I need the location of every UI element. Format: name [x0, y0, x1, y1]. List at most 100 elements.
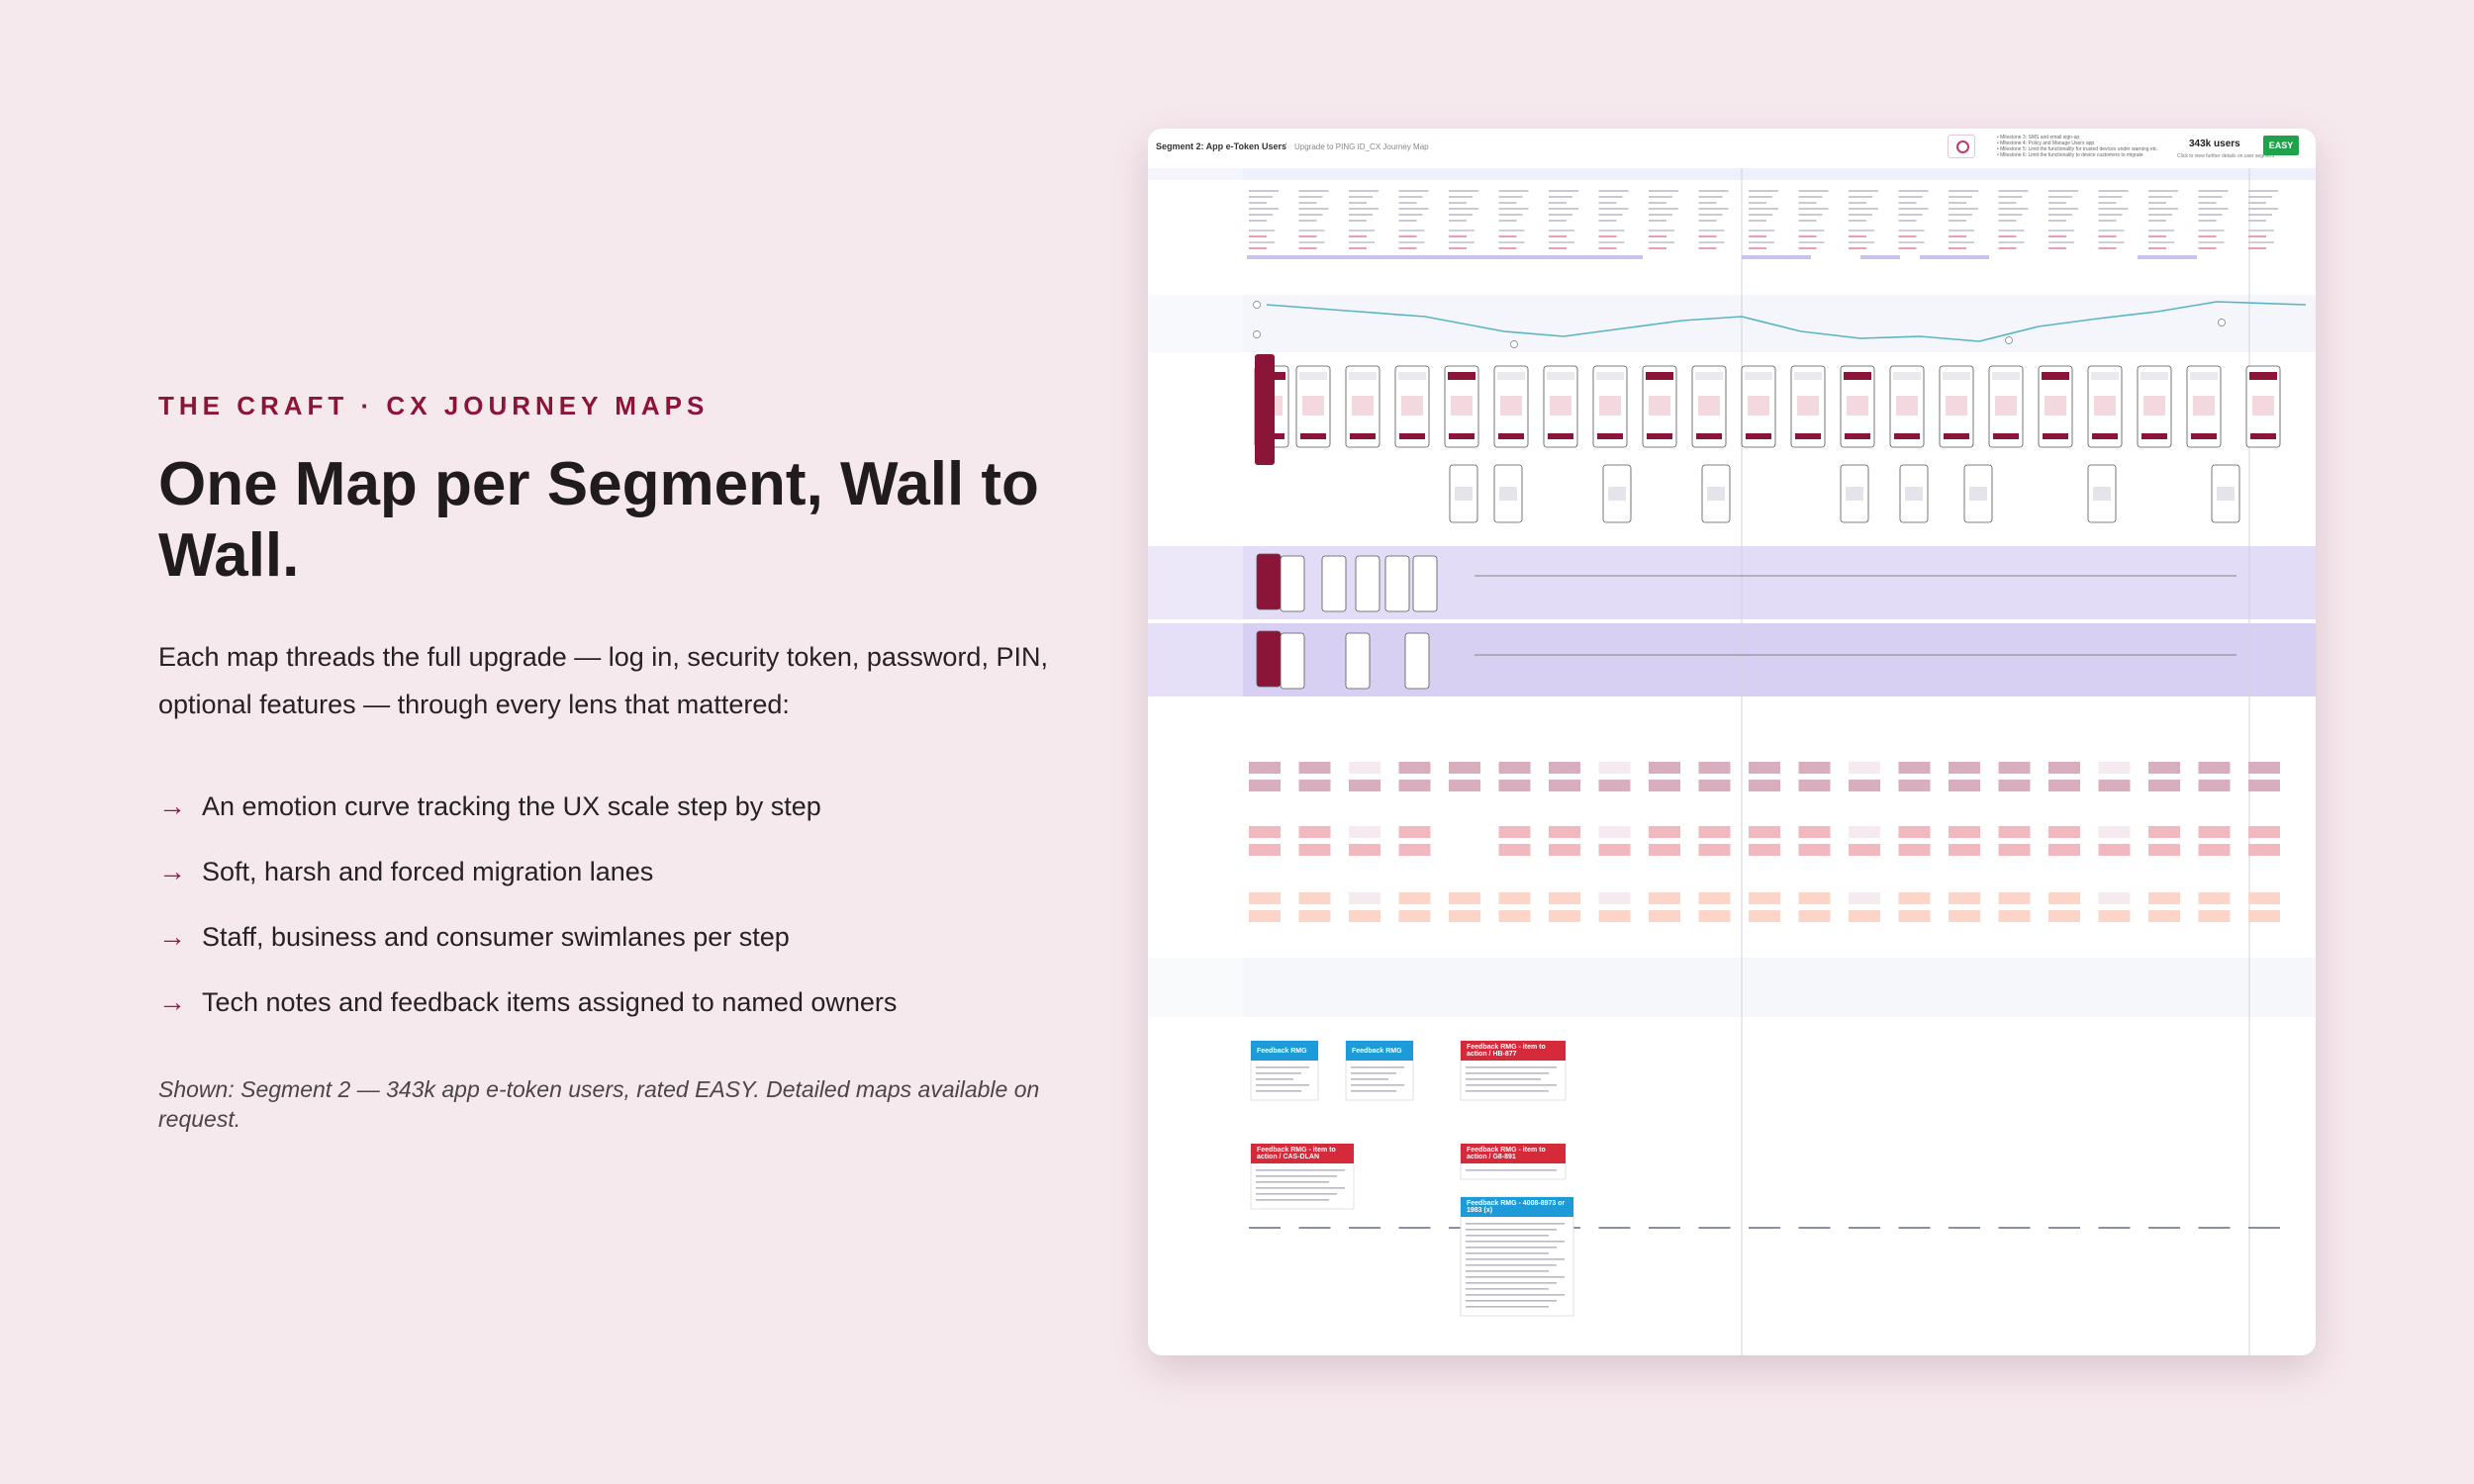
progress-dash: [2148, 1227, 2180, 1229]
swimlane-block: [1249, 892, 1281, 904]
swimlane-block: [1649, 910, 1680, 922]
swimlane-block: [2048, 826, 2080, 838]
step-text-line: [1549, 190, 1578, 192]
swimlane-block: [2148, 762, 2180, 774]
step-note-line: [2048, 247, 2066, 249]
step-text-line: [1398, 190, 1429, 192]
feedback-text-line: [1466, 1264, 1557, 1266]
milestone-item: • Milestone 6: Limit the functionality t…: [1997, 152, 2143, 158]
phone-header: [2091, 372, 2119, 380]
swimlane-block: [1798, 762, 1831, 774]
phase-label: Enable upgrade (Step please complete to …: [1354, 172, 1453, 177]
swimlane-block: [1449, 892, 1480, 904]
step-note-line: [1298, 235, 1317, 237]
step-text-line: [1949, 214, 1972, 216]
step-text-line: [1449, 220, 1467, 222]
phone-button: [1449, 433, 1475, 439]
feedback-card-header: Feedback RMG - item to action / CAS-DLAN: [1251, 1144, 1354, 1163]
progress-dash: [1498, 1227, 1531, 1229]
resources-band: [1148, 958, 2316, 1017]
step-text-line: [2048, 220, 2066, 222]
step-note-line: [1549, 230, 1574, 232]
swimlane-block: [1598, 844, 1631, 856]
swimlane-block: [1649, 780, 1680, 791]
lane-phone: [1384, 555, 1410, 612]
step-note-line: [1598, 247, 1617, 249]
phone-mockup: [1543, 365, 1578, 448]
swimlane-block: [1549, 892, 1580, 904]
step-text-line: [1349, 190, 1379, 192]
step-note-line: [1249, 241, 1275, 243]
feedback-text-line: [1466, 1078, 1541, 1080]
step-note-line: [1549, 247, 1567, 249]
step-text-line: [1549, 214, 1572, 216]
feedback-text-line: [1256, 1175, 1337, 1177]
step-note-line: [2048, 235, 2066, 237]
progress-dash: [1798, 1227, 1831, 1229]
phone-illustration: [1905, 487, 1923, 501]
phase-label: Enable optional features: [2091, 172, 2140, 177]
swimlane-block: [1798, 826, 1831, 838]
phone-illustration: [1550, 396, 1571, 416]
feedback-text-line: [1466, 1282, 1557, 1284]
phone-illustration: [1847, 396, 1868, 416]
phone-mockup: [2137, 365, 2172, 448]
phone-mockup: [2245, 365, 2281, 448]
step-note-line: [2098, 230, 2125, 232]
step-text-line: [2248, 202, 2266, 204]
feedback-card-header: Feedback RMG - 4008-8973 or 1983 (x): [1461, 1197, 1573, 1217]
step-note-line: [1749, 241, 1774, 243]
feedback-text-line: [1466, 1306, 1549, 1308]
phase-band: [1148, 168, 2316, 180]
step-text-line: [1749, 196, 1772, 198]
arrow-right-icon: →: [158, 856, 186, 886]
phone-mockup: [1592, 365, 1628, 448]
phone-button: [1944, 433, 1969, 439]
swimlane-block: [1998, 910, 2031, 922]
swimlane-block: [1649, 892, 1680, 904]
step-note-line: [1249, 230, 1275, 232]
step-note-line: [2148, 241, 2174, 243]
step-text-line: [1849, 214, 1872, 216]
swimlane-block: [1498, 844, 1531, 856]
step-note-line: [2198, 247, 2217, 249]
swimlane-block: [2248, 892, 2280, 904]
phone-header: [1398, 372, 1426, 380]
step-text-line: [1649, 208, 1678, 210]
progress-dash: [1649, 1227, 1680, 1229]
step-text-line: [1249, 196, 1273, 198]
step-text-line: [1949, 220, 1966, 222]
phone-illustration: [1698, 396, 1720, 416]
swimlane-block: [1549, 844, 1580, 856]
feedback-card-header: Feedback RMG: [1251, 1041, 1318, 1061]
feedback-text-line: [1256, 1187, 1345, 1189]
step-text-line: [1649, 190, 1678, 192]
step-text-line: [1949, 190, 1978, 192]
swimlane-block: [2248, 826, 2280, 838]
swimlane-block: [1949, 762, 1980, 774]
step-text-line: [1898, 214, 1923, 216]
step-note-line: [1249, 247, 1267, 249]
step-text-line: [1898, 190, 1929, 192]
swimlane-block: [2098, 910, 2131, 922]
phone-button: [2250, 433, 2276, 439]
phone-header: [1794, 372, 1822, 380]
swimlane-block: [1249, 762, 1281, 774]
step-note-line: [2248, 241, 2274, 243]
step-text-line: [1898, 196, 1923, 198]
phone-header: [1258, 372, 1285, 380]
step-text-line: [1798, 220, 1817, 222]
swimlane-block: [1598, 762, 1631, 774]
step-note-line: [1349, 247, 1367, 249]
step-text-line: [2198, 208, 2229, 210]
map-canvas: Log in / upgrade security access token En…: [1148, 168, 2316, 1355]
phone-header: [2141, 372, 2168, 380]
emotion-face-icon: [1253, 301, 1261, 309]
feedback-text-line: [1466, 1252, 1549, 1254]
phone-mockup: [2211, 464, 2240, 523]
step-text-line: [1998, 220, 2017, 222]
arrow-right-icon: →: [158, 921, 186, 952]
step-note-line: [1949, 241, 1974, 243]
step-note-line: [1498, 241, 1525, 243]
row-label-column: [1148, 168, 1243, 1355]
